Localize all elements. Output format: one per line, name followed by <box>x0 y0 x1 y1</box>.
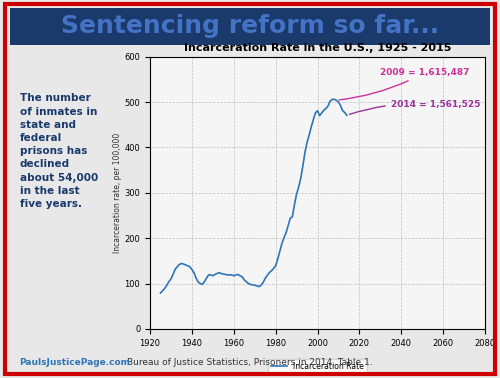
Text: PaulsJusticePage.com: PaulsJusticePage.com <box>20 358 130 367</box>
Incarceration Rate <box>288 216 294 220</box>
Incarceration Rate <box>338 104 344 108</box>
Text: 2014 = 1,561,525: 2014 = 1,561,525 <box>350 99 480 115</box>
Text: The number
of inmates in
state and
federal
prisons has
declined
about 54,000
in : The number of inmates in state and feder… <box>20 93 98 209</box>
Text: Sentencing reform so far...: Sentencing reform so far... <box>61 14 439 39</box>
Line: Incarceration Rate: Incarceration Rate <box>160 99 347 293</box>
Title: Incarceration Rate in the U.S., 1925 - 2015: Incarceration Rate in the U.S., 1925 - 2… <box>184 43 451 53</box>
Incarceration Rate <box>316 113 322 118</box>
Text: 2009 = 1,615,487: 2009 = 1,615,487 <box>339 68 470 100</box>
Incarceration Rate <box>214 271 220 276</box>
Y-axis label: Incarceration rate, per 100,000: Incarceration rate, per 100,000 <box>112 133 122 253</box>
Incarceration Rate <box>158 291 164 295</box>
Incarceration Rate <box>344 113 350 118</box>
Incarceration Rate <box>182 263 188 267</box>
Incarceration Rate <box>329 97 335 102</box>
Legend: Incarceration Rate: Incarceration Rate <box>268 359 366 374</box>
Incarceration Rate <box>312 111 318 115</box>
Text: Bureau of Justice Statistics, Prisoners in 2014, Table 1.: Bureau of Justice Statistics, Prisoners … <box>127 358 373 367</box>
